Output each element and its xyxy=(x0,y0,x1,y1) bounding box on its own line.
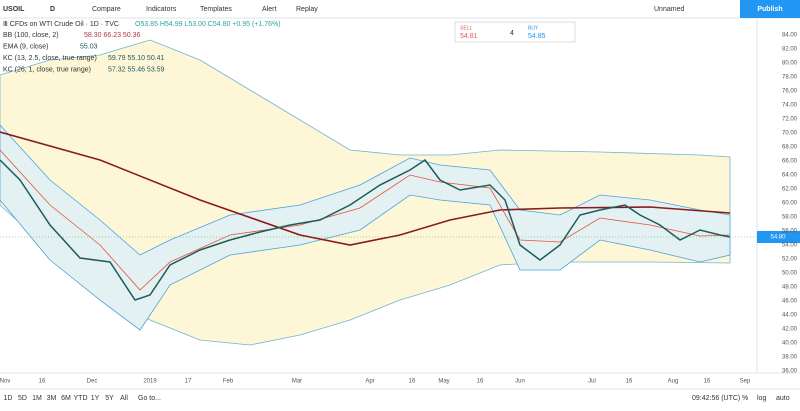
buy-label[interactable]: BUY xyxy=(528,25,539,31)
price-label: 36.00 xyxy=(782,369,798,375)
indicator-values: 57.32 55.46 53.59 xyxy=(108,66,165,73)
indicator-name: KC (13, 2.5, close, true range) xyxy=(3,55,97,62)
range-button[interactable]: 1M xyxy=(32,395,42,402)
price-label: 48.00 xyxy=(782,285,798,291)
time-label: 2019 xyxy=(143,379,157,385)
time-label: Nov xyxy=(0,379,10,385)
price-label: 80.00 xyxy=(782,61,798,67)
symbol[interactable]: USOIL xyxy=(3,6,25,13)
buy-price[interactable]: 54.85 xyxy=(528,33,546,40)
price-label: 76.00 xyxy=(782,89,798,95)
range-button[interactable]: 1Y xyxy=(91,395,100,402)
price-label: 66.00 xyxy=(782,159,798,165)
price-label: 84.00 xyxy=(782,33,798,39)
trade-panel xyxy=(454,21,576,43)
price-label: 72.00 xyxy=(782,117,798,123)
auto[interactable]: auto xyxy=(776,395,790,402)
indicator-values: 55.03 xyxy=(80,43,98,50)
price-label: 38.00 xyxy=(782,355,798,361)
indicator-name: EMA (9, close) xyxy=(3,43,49,50)
time-label: 16 xyxy=(477,379,484,385)
price-label: 68.00 xyxy=(782,145,798,151)
price-label: 52.00 xyxy=(782,257,798,263)
interval[interactable]: D xyxy=(50,6,55,13)
toolbar-item[interactable]: Compare xyxy=(92,6,121,13)
price-label: 56.00 xyxy=(782,229,798,235)
price-label: 50.00 xyxy=(782,271,798,277)
range-button[interactable]: 3M xyxy=(47,395,57,402)
price-label: 60.00 xyxy=(782,201,798,207)
range-button[interactable]: 1D xyxy=(4,395,13,402)
range-button[interactable]: 6M xyxy=(61,395,71,402)
time-label: Aug xyxy=(668,379,679,385)
time-label: 16 xyxy=(626,379,633,385)
bb-basis xyxy=(0,131,731,246)
range-button[interactable]: YTD xyxy=(74,395,88,402)
time-label: Jul xyxy=(588,379,596,385)
sell-price[interactable]: 54.81 xyxy=(460,33,478,40)
goto[interactable]: Go to... xyxy=(138,395,161,402)
price-label: 44.00 xyxy=(782,313,798,319)
time-label: 16 xyxy=(704,379,711,385)
toolbar-item[interactable]: Replay xyxy=(296,6,318,13)
price-label: 64.00 xyxy=(782,173,798,179)
time-label: Feb xyxy=(223,379,234,385)
price-label: 74.00 xyxy=(782,103,798,109)
time-label: 16 xyxy=(409,379,416,385)
price-label: 42.00 xyxy=(782,327,798,333)
log[interactable]: log xyxy=(757,395,766,402)
sell-label[interactable]: SELL xyxy=(460,25,472,31)
time-label: 17 xyxy=(185,379,192,385)
range-button[interactable]: 5Y xyxy=(105,395,114,402)
indicator-values: 59.79 55.10 50.41 xyxy=(108,55,165,62)
toolbar-item[interactable]: Alert xyxy=(262,6,276,13)
time-label: Dec xyxy=(87,379,98,385)
clock: 09:42:56 (UTC) xyxy=(692,395,740,402)
price-label: 82.00 xyxy=(782,47,798,53)
indicator-values: 58.30 66.23 50.36 xyxy=(84,32,141,39)
time-label: Apr xyxy=(365,379,374,385)
range-button[interactable]: 5D xyxy=(18,395,27,402)
time-label: May xyxy=(438,379,449,385)
price-label: 54.00 xyxy=(782,243,798,249)
toolbar-item[interactable]: Indicators xyxy=(146,6,177,13)
price-label: 58.00 xyxy=(782,215,798,221)
percent[interactable]: % xyxy=(742,395,748,402)
price-label: 70.00 xyxy=(782,131,798,137)
legend-ohlc: O53.85 H54.99 L53.00 C54.80 +0.95 (+1.76… xyxy=(135,21,281,28)
indicator-name: BB (100, close, 2) xyxy=(3,32,59,39)
indicator-name: KC (26, 1, close, true range) xyxy=(3,66,91,73)
price-label: 46.00 xyxy=(782,299,798,305)
last-price: 54.80 xyxy=(770,235,786,241)
ema-line xyxy=(0,158,731,301)
publish-button[interactable] xyxy=(740,0,800,18)
keltner-channel xyxy=(0,124,731,331)
publish[interactable]: Publish xyxy=(757,6,782,13)
time-label: Sep xyxy=(740,379,751,385)
time-label: Jun xyxy=(515,379,525,385)
keltner-mid xyxy=(0,149,731,291)
price-label: 40.00 xyxy=(782,341,798,347)
spread: 4 xyxy=(510,30,514,37)
time-label: 16 xyxy=(39,379,46,385)
time-label: Mar xyxy=(292,379,302,385)
range-button[interactable]: All xyxy=(120,395,128,402)
last-price-box xyxy=(757,231,800,243)
price-label: 78.00 xyxy=(782,75,798,81)
legend-title: Ⅲ CFDs on WTI Crude Oil · 1D · TVC xyxy=(3,21,119,28)
chart-drawing xyxy=(0,39,757,346)
toolbar-item[interactable]: Templates xyxy=(200,6,232,13)
layout-name[interactable]: Unnamed xyxy=(654,6,684,13)
price-label: 62.00 xyxy=(782,187,798,193)
